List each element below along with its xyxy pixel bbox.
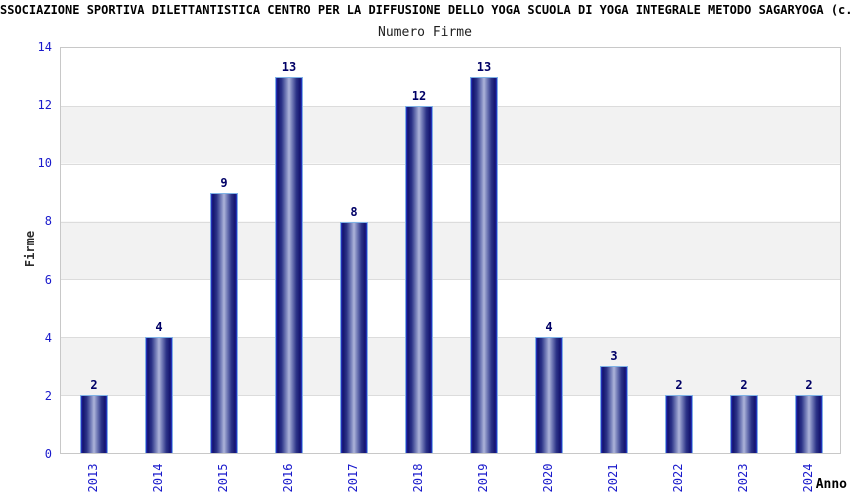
gridline-y-8 — [61, 221, 840, 223]
bar-2017 — [340, 222, 368, 453]
bar-value-label: 4 — [155, 320, 163, 334]
bar-2023 — [730, 395, 758, 453]
gridline-y-6 — [61, 279, 840, 281]
bar-value-label: 4 — [545, 320, 553, 334]
y-tick-label: 4 — [44, 330, 52, 345]
bar-value-label: 3 — [610, 349, 618, 363]
bar-2016 — [275, 77, 303, 453]
bar-2022 — [665, 395, 693, 453]
x-tick-label: 2019 — [476, 463, 490, 493]
x-tick-label: 2013 — [86, 463, 100, 493]
gridline-y-12 — [61, 105, 840, 107]
bar-value-label: 2 — [805, 378, 813, 392]
x-tick-label: 2018 — [411, 463, 425, 493]
plot-area: 2 4 9 13 8 12 13 4 3 2 2 2 — [60, 47, 841, 454]
gridline-y-10 — [61, 163, 840, 165]
x-tick-label: 2017 — [346, 463, 360, 493]
chart-title: SSOCIAZIONE SPORTIVA DILETTANTISTICA CEN… — [0, 3, 850, 17]
gridline-y-2 — [61, 395, 840, 397]
bar-value-label: 8 — [350, 205, 358, 219]
bar-value-label: 2 — [675, 378, 683, 392]
bar-2014 — [145, 337, 173, 453]
bar-2018 — [405, 106, 433, 453]
bar-2021 — [600, 366, 628, 453]
bar-value-label: 13 — [476, 60, 492, 74]
bar-value-label: 2 — [740, 378, 748, 392]
x-tick-label: 2014 — [151, 463, 165, 493]
bar-2013 — [80, 395, 108, 453]
x-axis-title: Anno — [815, 477, 847, 492]
y-tick-label: 6 — [44, 272, 52, 287]
bar-value-label: 12 — [411, 89, 427, 103]
bar-value-label: 13 — [281, 60, 297, 74]
y-tick-label: 12 — [37, 98, 52, 113]
y-tick-label: 8 — [44, 214, 52, 229]
bar-2019 — [470, 77, 498, 453]
x-tick-label: 2016 — [281, 463, 295, 493]
bar-2024 — [795, 395, 823, 453]
bar-value-label: 9 — [220, 176, 228, 190]
y-tick-label: 10 — [37, 156, 52, 171]
x-tick-label: 2020 — [541, 463, 555, 493]
bar-2015 — [210, 193, 238, 453]
x-tick-label: 2024 — [801, 463, 815, 493]
gridline-y-4 — [61, 337, 840, 339]
y-tick-label: 0 — [44, 447, 52, 461]
bar-value-label: 2 — [90, 378, 98, 392]
chart-subtitle: Numero Firme — [378, 25, 472, 40]
bar-2020 — [535, 337, 563, 453]
y-axis-title: Firme — [23, 230, 37, 268]
x-tick-label: 2021 — [606, 463, 620, 493]
x-tick-label: 2023 — [736, 463, 750, 493]
x-tick-label: 2022 — [671, 463, 685, 493]
x-tick-label: 2015 — [216, 463, 230, 493]
y-tick-label: 2 — [44, 388, 52, 403]
y-tick-label: 14 — [37, 40, 52, 54]
